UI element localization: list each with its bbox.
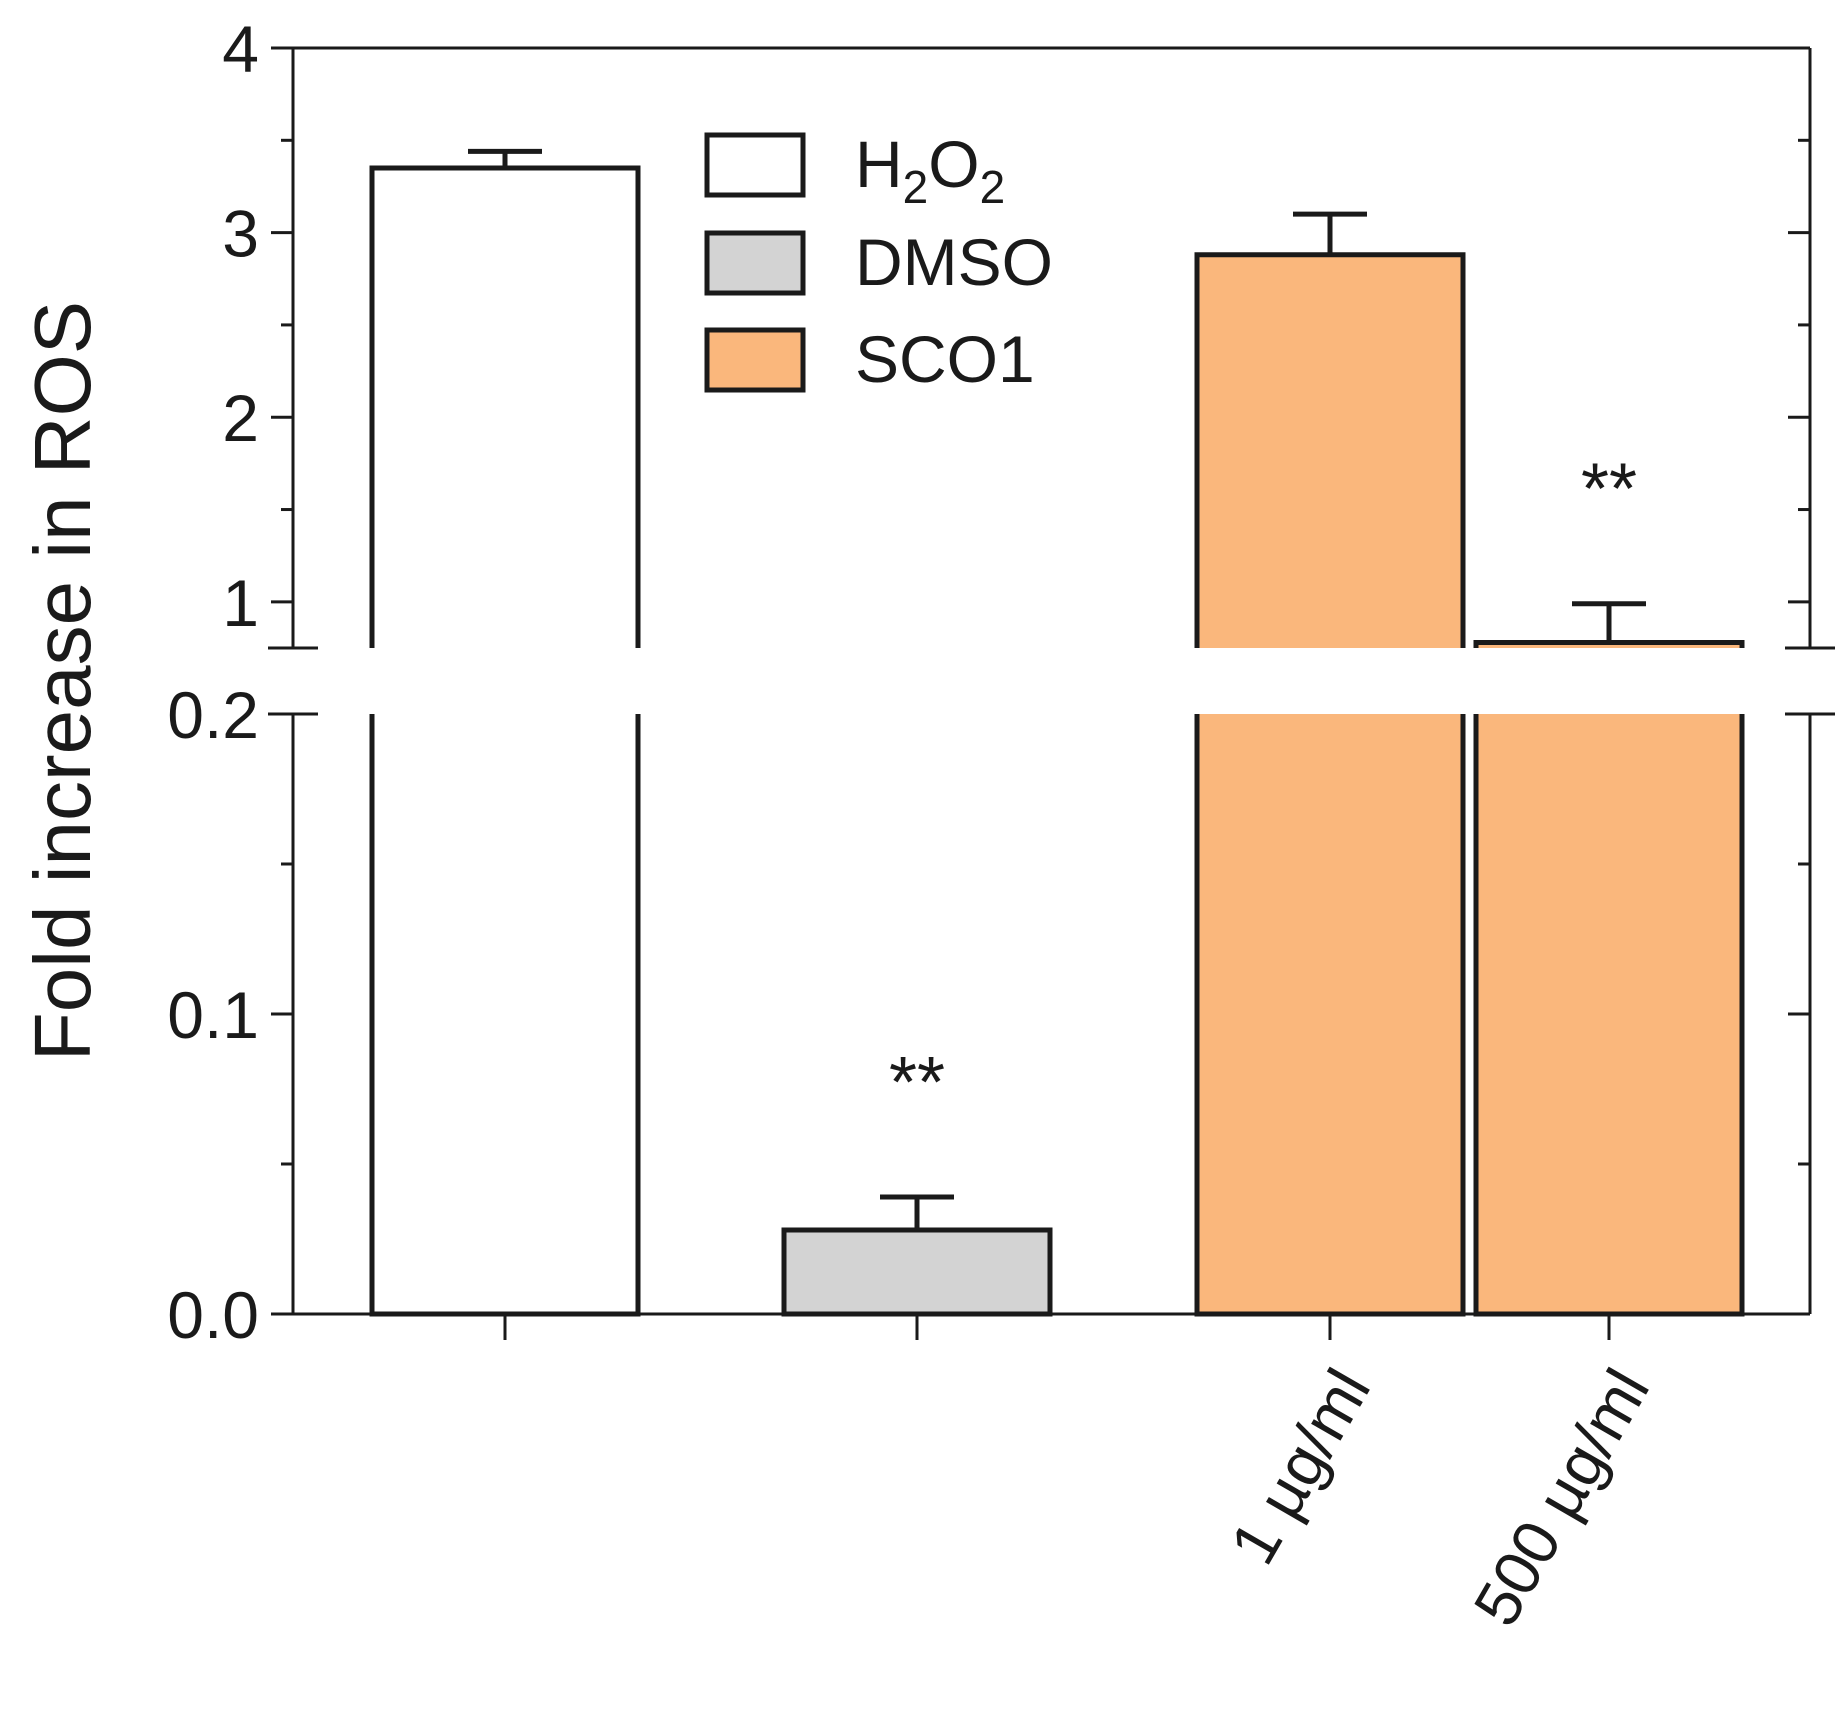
y-tick-label: 0.0 <box>167 1278 259 1352</box>
bar-sco1-lower <box>1476 714 1742 1314</box>
y-tick-label: 4 <box>222 12 259 86</box>
bar-h2o2-upper <box>372 168 638 648</box>
x-category-label: 1 µg/ml <box>1216 1357 1384 1576</box>
significance-label: ** <box>889 1043 945 1123</box>
legend-text-part: H <box>855 127 903 201</box>
x-category-label: 500 µg/ml <box>1460 1357 1664 1638</box>
legend-label-sco1: SCO1 <box>855 322 1035 396</box>
bar-sco1-upper <box>1197 254 1463 648</box>
legend-label-dmso: DMSO <box>855 225 1053 299</box>
y-tick-label: 0.2 <box>167 678 259 752</box>
bar-sco1-lower <box>1197 714 1463 1314</box>
y-axis-title: Fold increase in ROS <box>18 301 107 1061</box>
plot-area: ** ** 1 2 3 4 0.0 0.1 0.2 1 µg/ml 500 µg/ml Fold in… <box>18 12 1835 1638</box>
y-tick-label: 0.1 <box>167 978 259 1052</box>
legend-swatch-h2o2 <box>704 132 806 198</box>
bar-h2o2-lower <box>372 714 638 1314</box>
legend-swatch-dmso <box>704 230 806 296</box>
legend-text-part: 2 <box>903 161 929 213</box>
significance-label: ** <box>1581 450 1637 530</box>
y-tick-label: 2 <box>222 381 259 455</box>
legend-text-part: 2 <box>980 161 1006 213</box>
legend-label-h2o2: H2O2 <box>855 127 1005 213</box>
y-tick-label: 1 <box>222 566 259 640</box>
legend-text-part: O <box>928 127 979 201</box>
bar-sco1-upper <box>1476 642 1742 648</box>
y-tick-label: 3 <box>222 197 259 271</box>
legend-swatch-sco1 <box>704 327 806 393</box>
bar-dmso <box>781 1227 1053 1317</box>
